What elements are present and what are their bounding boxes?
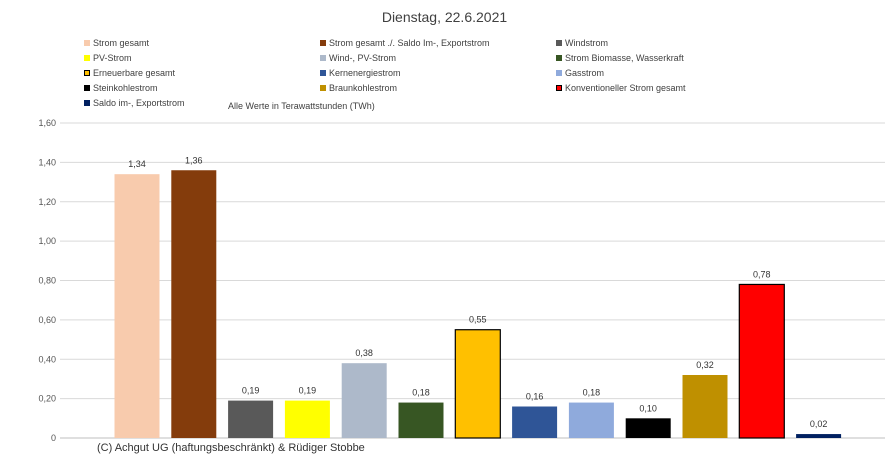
legend-item: Saldo im-, Exportstrom [84, 98, 185, 108]
bar-value-label: 0,38 [355, 348, 373, 358]
legend-item: Strom Biomasse, Wasserkraft [556, 53, 684, 63]
y-tick-label: 0,20 [38, 394, 56, 404]
legend-item: Strom gesamt ./. Saldo Im-, Exportstrom [320, 38, 490, 48]
y-tick-label: 1,00 [38, 236, 56, 246]
legend-item: Braunkohlestrom [320, 83, 397, 93]
legend-label: Konventioneller Strom gesamt [565, 83, 686, 93]
legend-label: Wind-, PV-Strom [329, 53, 397, 63]
bar [114, 174, 160, 438]
legend-label: Saldo im-, Exportstrom [93, 98, 185, 108]
legend-swatch [320, 55, 326, 61]
bar-value-label: 0,10 [639, 403, 657, 413]
units-note: Alle Werte in Terawattstunden (TWh) [228, 101, 375, 111]
bar-value-label: 0,18 [412, 388, 430, 398]
bar [625, 418, 671, 438]
bar-value-label: 0,18 [583, 388, 601, 398]
legend-label: Strom gesamt ./. Saldo Im-, Exportstrom [329, 38, 490, 48]
legend-swatch [84, 55, 90, 61]
bar-value-label: 0,78 [753, 269, 771, 279]
chart-title: Dienstag, 22.6.2021 [381, 9, 508, 25]
bar-value-label: 1,34 [128, 159, 146, 169]
legend-item: Steinkohlestrom [84, 83, 158, 93]
legend-swatch [84, 70, 90, 76]
legend-item: Wind-, PV-Strom [320, 53, 396, 63]
legend-label: Gasstrom [565, 68, 605, 78]
legend-label: Windstrom [565, 38, 609, 48]
bar-value-label: 0,16 [526, 392, 544, 402]
legend-swatch [556, 55, 562, 61]
legend-swatch [84, 85, 90, 91]
legend-swatch [84, 40, 90, 46]
legend-label: Braunkohlestrom [329, 83, 398, 93]
y-tick-label: 1,20 [38, 197, 56, 207]
bar [171, 170, 217, 438]
legend-swatch [320, 70, 326, 76]
bar [568, 402, 614, 438]
bar [796, 434, 842, 438]
legend-swatch [84, 100, 90, 106]
bar-value-label: 0,02 [810, 419, 828, 429]
legend-label: Erneuerbare gesamt [93, 68, 176, 78]
legend-item: PV-Strom [84, 53, 132, 63]
legend-item: Gasstrom [556, 68, 604, 78]
y-tick-label: 0,80 [38, 276, 56, 286]
legend-label: PV-Strom [93, 53, 132, 63]
legend-swatch [556, 40, 562, 46]
legend-swatch [320, 40, 326, 46]
bar [738, 283, 785, 439]
y-tick-label: 0 [51, 433, 56, 443]
bar-value-label: 1,36 [185, 155, 203, 165]
bar [454, 329, 501, 439]
y-tick-label: 1,60 [38, 118, 56, 128]
legend-swatch [556, 85, 562, 91]
bar-value-label: 0,19 [242, 386, 260, 396]
bar-value-label: 0,19 [299, 386, 317, 396]
legend-label: Kernenergiestrom [329, 68, 401, 78]
legend-item: Konventioneller Strom gesamt [556, 83, 686, 93]
legend-label: Strom Biomasse, Wasserkraft [565, 53, 684, 63]
bar [512, 406, 558, 438]
legend-swatch [556, 70, 562, 76]
bar-value-label: 0,55 [469, 315, 487, 325]
legend-item: Kernenergiestrom [320, 68, 401, 78]
y-tick-label: 0,60 [38, 315, 56, 325]
legend-item: Erneuerbare gesamt [84, 68, 175, 78]
y-tick-label: 0,40 [38, 354, 56, 364]
bar [682, 375, 728, 438]
legend-label: Steinkohlestrom [93, 83, 158, 93]
y-tick-label: 1,40 [38, 157, 56, 167]
bar [341, 363, 387, 438]
legend-item: Strom gesamt [84, 38, 149, 48]
legend: Strom gesamt Strom gesamt ./. Saldo Im-, … [84, 38, 884, 114]
bar [228, 400, 274, 438]
legend-label: Strom gesamt [93, 38, 150, 48]
copyright-footer: (C) Achgut UG (haftungsbeschränkt) & Rüd… [97, 442, 365, 454]
bar [284, 400, 330, 438]
legend-swatch [320, 85, 326, 91]
bar-value-label: 0,32 [696, 360, 714, 370]
bar [398, 402, 444, 438]
legend-item: Windstrom [556, 38, 608, 48]
